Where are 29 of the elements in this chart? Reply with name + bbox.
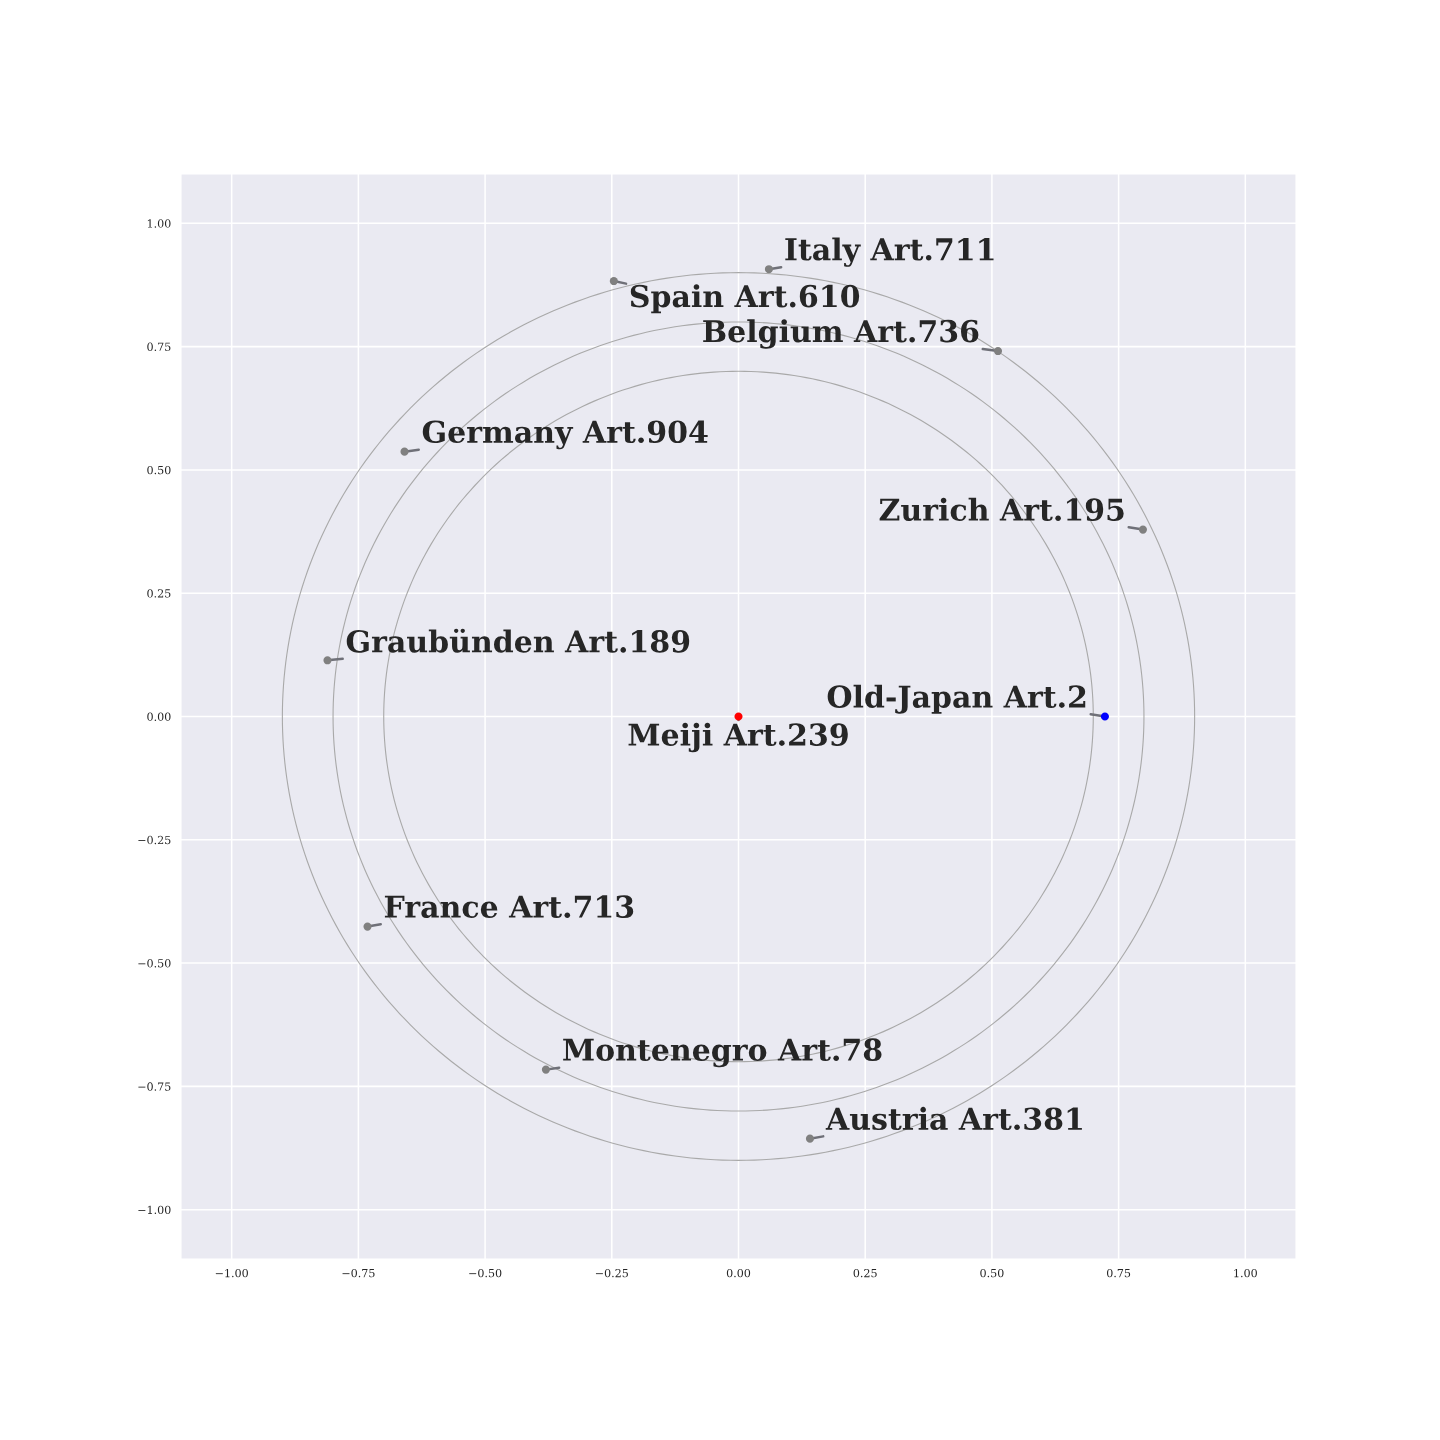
x-tick-label: −0.75: [342, 1268, 375, 1278]
annotation: France Art.713: [384, 895, 634, 919]
y-tick-label: −0.50: [138, 959, 171, 968]
annotation: Old-Japan Art.2: [827, 684, 1086, 714]
x-tick-label: 1.00: [1234, 1268, 1257, 1278]
x-tick-label: 0.00: [726, 1268, 751, 1278]
y-tick-label: −0.25: [138, 835, 171, 845]
y-tick-label: −1.00: [138, 1205, 171, 1215]
y-tick-label: 1.00: [147, 219, 171, 228]
x-tick-label: −0.25: [595, 1268, 628, 1278]
y-tick-label: 0.25: [147, 589, 171, 598]
x-tick-label: 0.75: [1106, 1268, 1131, 1278]
annotation: Zurich Art.195: [879, 497, 1124, 522]
annotation: Graubünden Art.189: [346, 628, 690, 653]
annotation: Italy Art.711: [785, 237, 994, 267]
y-tick-label: 0.00: [147, 712, 171, 721]
x-tick-label: −1.00: [215, 1268, 248, 1278]
x-tick-label: 0.25: [853, 1268, 877, 1278]
y-tick-label: −0.75: [138, 1082, 171, 1091]
annotation: Spain Art.610: [630, 284, 860, 314]
annotation: Belgium Art.736: [703, 319, 979, 349]
y-tick-label: 0.50: [147, 465, 171, 475]
y-tick-label: 0.75: [147, 342, 171, 351]
x-tick-label: 0.50: [980, 1268, 1004, 1278]
annotation: Meiji Art.239: [628, 722, 848, 753]
x-tick-label: −0.50: [469, 1268, 502, 1278]
annotation: Germany Art.904: [422, 420, 708, 450]
annotation: Montenegro Art.78: [563, 1038, 882, 1068]
annotation: Austria Art.381: [825, 1106, 1082, 1131]
